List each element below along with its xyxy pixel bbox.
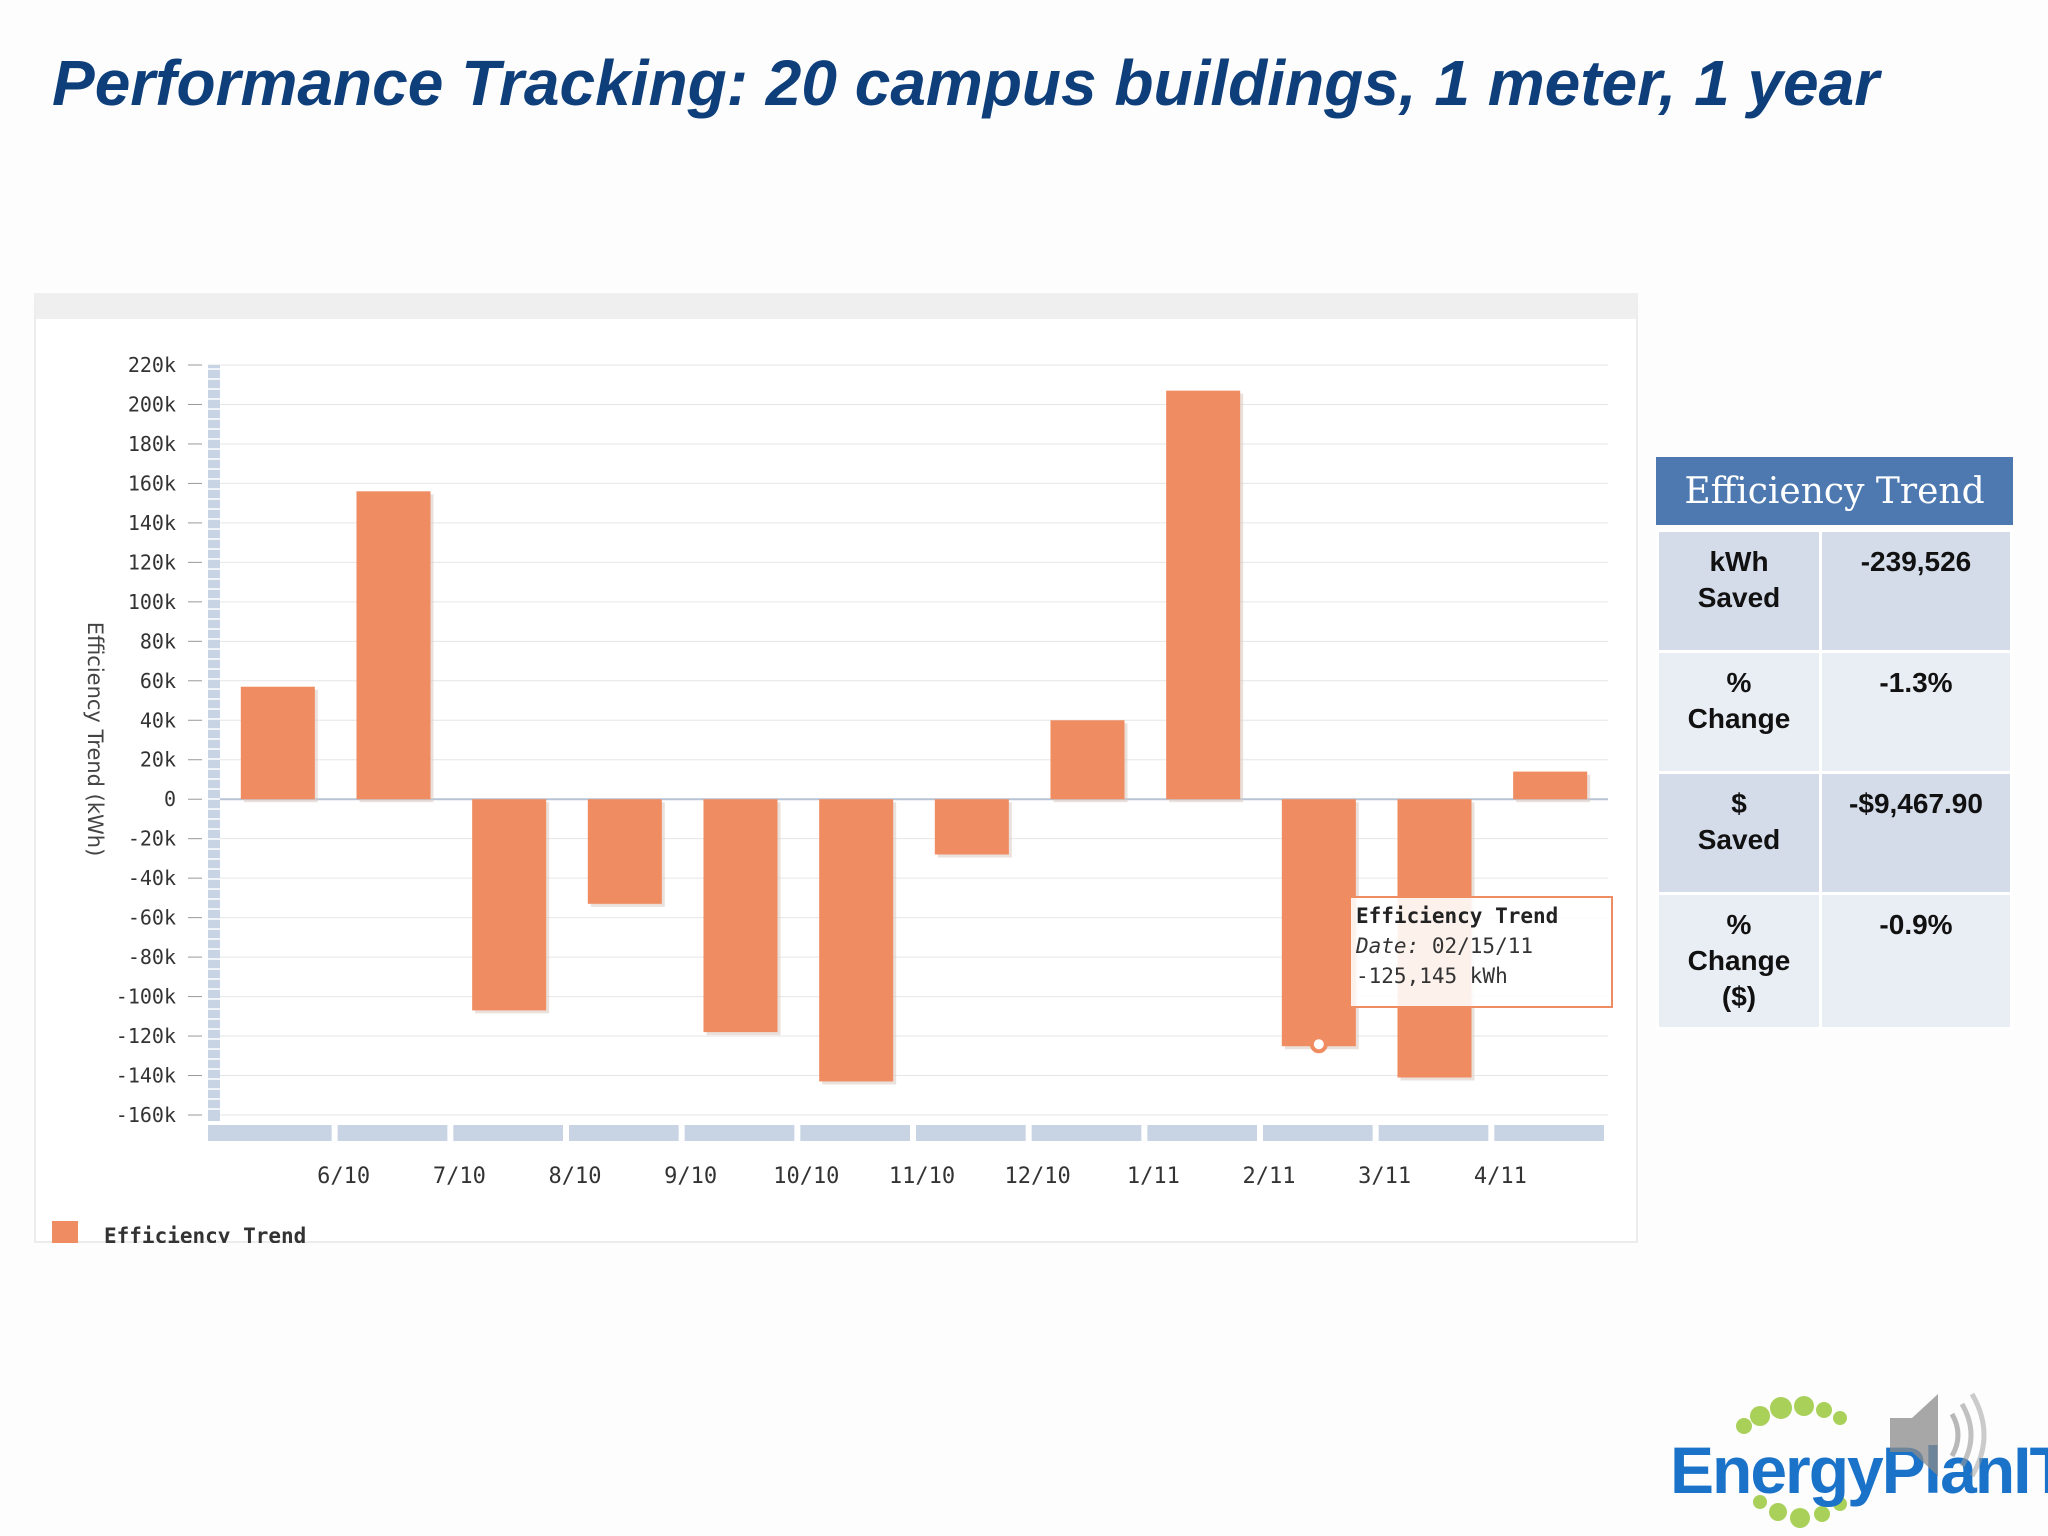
- y-tick-label: 0: [164, 787, 176, 811]
- kpi-row-dollars-saved: $ Saved -$9,467.90: [1656, 771, 2013, 895]
- kpi-value: -239,526: [1819, 529, 2013, 653]
- x-axis-band-segment: [1263, 1125, 1373, 1141]
- bar: [356, 491, 431, 800]
- x-axis-band-segment: [916, 1125, 1026, 1141]
- kpi-row-percent-change: % Change -1.3%: [1656, 650, 2013, 774]
- y-axis-title: Efficiency Trend (kWh): [83, 622, 107, 857]
- y-tick-label: -120k: [116, 1024, 176, 1048]
- x-tick-label: 3/11: [1358, 1164, 1411, 1189]
- legend-label: Efficiency Trend: [104, 1224, 306, 1243]
- y-tick-label: 120k: [128, 550, 176, 574]
- bar: [1281, 799, 1356, 1047]
- bar: [819, 799, 894, 1082]
- chart-panel: 220k 200k 180k 160k 140k 120k 100k 80k 60k 40k 20k…: [34, 293, 1638, 1243]
- y-tick-label: -140k: [116, 1064, 176, 1088]
- kpi-label: % Change: [1656, 650, 1822, 774]
- tooltip-marker: [1309, 1035, 1328, 1054]
- x-tick-label: 4/11: [1474, 1164, 1527, 1189]
- y-tick-label: -80k: [128, 945, 176, 969]
- speaker-icon[interactable]: [1878, 1380, 1998, 1490]
- x-axis-band-segment: [1494, 1125, 1604, 1141]
- kpi-label: $ Saved: [1656, 771, 1822, 895]
- kpi-value: -0.9%: [1819, 892, 2013, 1030]
- bar: [934, 799, 1009, 855]
- x-axis-band-segment: [222, 1125, 332, 1141]
- tooltip-value: -125,145 kWh: [1356, 964, 1508, 988]
- kpi-row-kwh-saved: kWh Saved -239,526: [1656, 529, 2013, 653]
- kpi-table: kWh Saved -239,526 % Change -1.3% $ Save…: [1656, 529, 2013, 1030]
- bar: [472, 799, 547, 1011]
- kpi-title: Efficiency Trend: [1656, 457, 2013, 525]
- kpi-value: -1.3%: [1819, 650, 2013, 774]
- energyplanit-logo: EnergyPlanIT: [1668, 1380, 2048, 1530]
- x-tick-label: 8/10: [549, 1164, 602, 1189]
- y-tick-label: 60k: [140, 669, 176, 693]
- kpi-row-percent-change-dollars: % Change ($) -0.9%: [1656, 892, 2013, 1030]
- y-axis-band: [208, 365, 220, 1121]
- x-tick-label: 9/10: [664, 1164, 717, 1189]
- y-tick-label: 40k: [140, 708, 176, 732]
- x-axis-band-segment: [569, 1125, 679, 1141]
- tooltip-title: Efficiency Trend: [1356, 904, 1558, 928]
- x-axis-band-segment: [1031, 1125, 1142, 1141]
- y-tick-label: -100k: [116, 985, 176, 1009]
- x-axis-band-segment: [1378, 1125, 1489, 1141]
- bar: [587, 799, 662, 904]
- y-tick-label: 220k: [128, 353, 176, 377]
- bar: [1050, 720, 1125, 800]
- x-axis-band-segment: [1147, 1125, 1257, 1141]
- legend-swatch: [52, 1221, 78, 1243]
- y-tick-label: -60k: [128, 906, 176, 930]
- x-tick-label: 12/10: [1005, 1164, 1071, 1189]
- kpi-label: kWh Saved: [1656, 529, 1822, 653]
- kpi-panel: Efficiency Trend kWh Saved -239,526 % Ch…: [1656, 457, 2013, 1030]
- y-tick-label: 160k: [128, 471, 176, 495]
- kpi-value: -$9,467.90: [1819, 771, 2013, 895]
- x-tick-label: 7/10: [433, 1164, 486, 1189]
- x-axis-band-segment: [453, 1125, 563, 1141]
- x-tick-label: 10/10: [773, 1164, 839, 1189]
- x-axis-band-segment: [208, 1125, 222, 1141]
- slide-title: Performance Tracking: 20 campus building…: [52, 47, 1880, 119]
- tooltip-date: Date: 02/15/11: [1355, 934, 1533, 958]
- kpi-label: % Change ($): [1656, 892, 1822, 1030]
- x-tick-label: 2/11: [1243, 1164, 1296, 1189]
- y-tick-label: 100k: [128, 590, 176, 614]
- x-axis-band-segment: [800, 1125, 910, 1141]
- efficiency-trend-chart: 220k 200k 180k 160k 140k 120k 100k 80k 60k 40k 20k…: [52, 353, 1613, 1243]
- x-tick-label: 1/11: [1127, 1164, 1180, 1189]
- tooltip-box: [1349, 896, 1613, 1008]
- y-tick-label: 180k: [128, 432, 176, 456]
- bar: [703, 799, 778, 1033]
- x-tick-label: 6/10: [317, 1164, 370, 1189]
- logo-dots-icon: [1736, 1396, 1847, 1528]
- y-tick-label: -20k: [128, 827, 176, 851]
- y-tick-label: 140k: [128, 511, 176, 535]
- y-tick-label: -40k: [128, 866, 176, 890]
- y-tick-label: 20k: [140, 748, 176, 772]
- x-tick-label: 11/10: [889, 1164, 955, 1189]
- bar: [1166, 390, 1241, 800]
- y-tick-label: 200k: [128, 392, 176, 416]
- bar: [1513, 771, 1588, 800]
- bar: [240, 686, 315, 800]
- x-axis-band-segment: [684, 1125, 795, 1141]
- y-tick-label: -160k: [116, 1103, 176, 1127]
- y-tick-label: 80k: [140, 629, 176, 653]
- x-axis-band-segment: [337, 1125, 448, 1141]
